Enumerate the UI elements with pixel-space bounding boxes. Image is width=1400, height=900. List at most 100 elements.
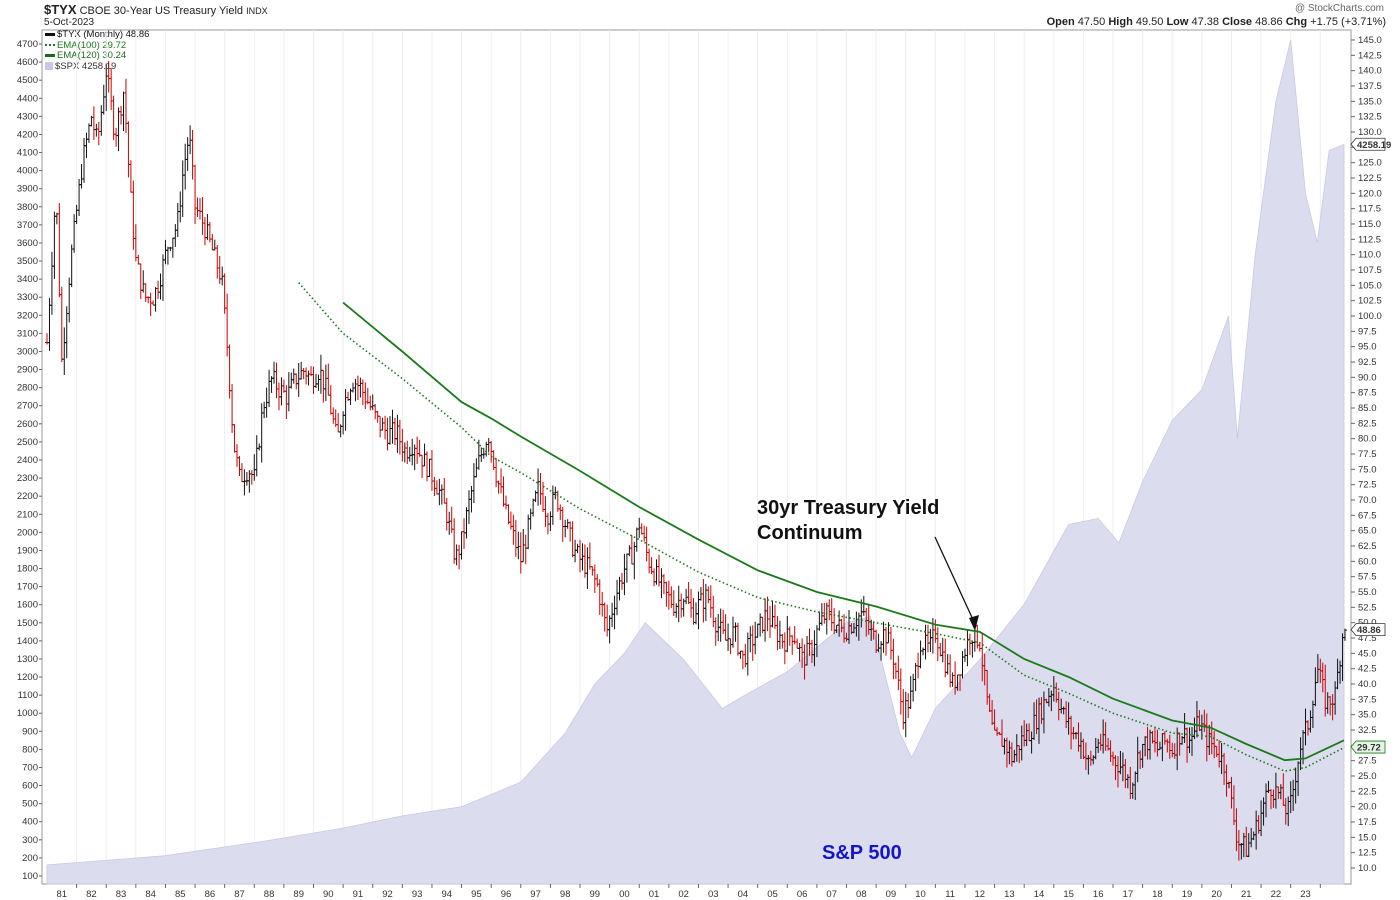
x-tick-label: 81	[57, 889, 68, 900]
right-tick-label: 137.5	[1358, 81, 1382, 92]
ohlc-bar	[819, 603, 824, 626]
right-tick-label: 40.0	[1358, 679, 1377, 690]
ohlc-bar	[368, 395, 373, 411]
x-tick-label: 08	[856, 889, 867, 900]
ohlc-bar	[459, 531, 464, 560]
right-tick-label: 102.5	[1358, 296, 1382, 307]
left-tick-label: 2800	[17, 383, 38, 394]
ohlc-bar	[602, 602, 607, 632]
ohlc-bar	[689, 589, 694, 618]
ohlc-bar	[945, 654, 950, 675]
ohlc-bar	[785, 616, 790, 653]
x-tick-label: 05	[767, 889, 778, 900]
left-tick-label: 2400	[17, 455, 38, 466]
x-tick-label: 84	[145, 889, 156, 900]
right-tick-label: 120.0	[1358, 188, 1382, 199]
left-tick-label: 3200	[17, 310, 38, 321]
ohlc-bar	[1342, 628, 1347, 641]
ohlc-bar	[301, 368, 306, 380]
ohlc-value: 47.38	[1191, 16, 1223, 28]
ohlc-bar	[913, 662, 918, 692]
left-tick-label: 300	[22, 835, 38, 846]
legend-label: EMA(100) 29.72	[57, 39, 127, 51]
ohlc-bar	[136, 254, 141, 265]
ohlc-bar	[311, 366, 316, 394]
x-tick-label: 15	[1063, 889, 1074, 900]
legend-item: $TYX (Monthly) 48.86	[45, 29, 149, 41]
exchange: INDX	[246, 6, 268, 16]
left-tick-label: 2900	[17, 365, 38, 376]
right-tick-label: 67.5	[1358, 510, 1377, 521]
ohlc-bar	[494, 457, 499, 488]
ohlc-bar	[765, 596, 770, 632]
ohlc-bar	[536, 468, 541, 506]
ohlc-bar	[911, 673, 916, 702]
ohlc-bar	[617, 576, 622, 601]
ohlc-bar	[543, 496, 548, 528]
ohlc-bar	[442, 477, 447, 504]
right-tick-label: 107.5	[1358, 265, 1382, 276]
right-tick-label: 100.0	[1358, 311, 1382, 322]
svg-text:29.72: 29.72	[1357, 743, 1381, 754]
left-tick-label: 1900	[17, 545, 38, 556]
ohlc-bar	[244, 472, 249, 486]
ohlc-value: 48.86	[1255, 16, 1286, 28]
ohlc-bar	[437, 478, 442, 506]
symbol: $TYX	[44, 2, 77, 17]
right-tick-label: 57.5	[1358, 572, 1377, 583]
ohlc-bar	[180, 160, 185, 218]
ohlc-bar	[183, 143, 188, 190]
ohlc-bar	[343, 388, 348, 431]
watermark: @ StockCharts.com	[1294, 3, 1384, 14]
ohlc-bar	[151, 300, 156, 306]
ohlc-bar	[619, 572, 624, 590]
ohlc-bar	[400, 428, 405, 462]
right-tick-label: 22.5	[1358, 786, 1377, 797]
ohlc-bar	[355, 375, 360, 401]
x-tick-label: 14	[1034, 889, 1045, 900]
x-tick-label: 82	[86, 889, 97, 900]
left-tick-label: 3400	[17, 274, 38, 285]
x-tick-label: 03	[708, 889, 719, 900]
right-tick-label: 125.0	[1358, 158, 1382, 169]
ohlc-value: +1.75 (+3.71%)	[1310, 16, 1386, 28]
ohlc-bar	[158, 273, 163, 300]
ohlc-bar	[170, 237, 175, 258]
right-tick-label: 47.5	[1358, 633, 1377, 644]
ohlc-bar	[156, 280, 161, 299]
left-tick-label: 3300	[17, 292, 38, 303]
right-tick-label: 25.0	[1358, 771, 1377, 782]
ohlc-bar	[632, 541, 637, 580]
ohlc-bar	[925, 624, 930, 653]
ohlc-bar	[138, 263, 143, 299]
ohlc-bar	[363, 382, 368, 410]
ohlc-bar	[652, 568, 657, 587]
ohlc-bar	[548, 511, 553, 532]
ohlc-bar	[797, 643, 802, 662]
right-tick-label: 27.5	[1358, 756, 1377, 767]
ohlc-bar	[661, 574, 666, 595]
legend-swatch	[45, 43, 55, 46]
left-tick-label: 4500	[17, 75, 38, 86]
ohlc-bar	[106, 61, 111, 93]
ohlc-bar	[49, 251, 54, 315]
right-tick-label: 60.0	[1358, 556, 1377, 567]
ohlc-label: Low	[1166, 16, 1192, 28]
ohlc-bar	[96, 121, 101, 146]
ohlc-bar	[916, 652, 921, 679]
spx-area-path	[46, 39, 1345, 885]
right-tick-label: 12.5	[1358, 848, 1377, 859]
annotation-arrow	[934, 536, 976, 625]
left-tick-label: 1000	[17, 708, 38, 719]
right-tick-label: 95.0	[1358, 342, 1377, 353]
ohlc-bar	[659, 568, 664, 599]
ohlc-bar	[62, 327, 67, 375]
ohlc-bar	[326, 363, 331, 396]
right-tick-label: 97.5	[1358, 326, 1377, 337]
ohlc-bar	[230, 384, 235, 434]
ohlc-bar	[143, 283, 148, 302]
left-tick-label: 2700	[17, 401, 38, 412]
ohlc-bar	[454, 544, 459, 566]
ohlc-bar	[210, 233, 215, 251]
